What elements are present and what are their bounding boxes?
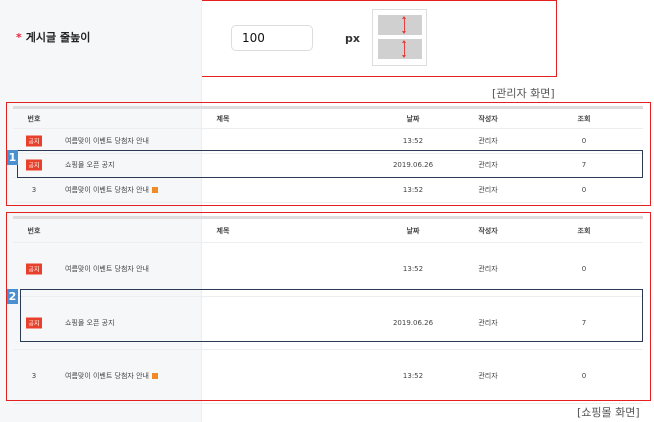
board-table: 번호 제목 날짜 작성자 조회 공지 여름맞이 이벤트 당첨자 안내 13:52 관리자 0 공지 쇼…	[13, 106, 643, 203]
post-title-link[interactable]: 여름맞이 이벤트 당첨자 안내	[65, 185, 149, 194]
line-height-setting: * 게시글 줄높이 100 px	[0, 0, 557, 422]
post-number: 3	[31, 372, 37, 381]
post-author: 관리자	[478, 265, 498, 274]
shop-board-preview: 번호 제목 날짜 작성자 조회 공지 여름맞이 이벤트 당첨자 안내 13:52 관리자 0 공지 쇼…	[6, 212, 651, 404]
post-date: 2019.06.26	[392, 161, 434, 170]
column-no: 번호	[27, 226, 41, 235]
label-text: 게시글 줄높이	[25, 31, 91, 44]
post-author: 관리자	[478, 161, 498, 170]
admin-board-preview: 번호 제목 날짜 작성자 조회 공지 여름맞이 이벤트 당첨자 안내 13:52 관리자 0 공지 쇼…	[6, 102, 651, 206]
column-date: 날짜	[406, 114, 420, 123]
post-date: 13:52	[402, 136, 424, 145]
post-author: 관리자	[478, 372, 498, 381]
post-title-link[interactable]: 쇼핑몰 오픈 공지	[65, 318, 115, 327]
post-date: 13:52	[402, 185, 424, 194]
notice-badge: 공지	[26, 135, 42, 147]
post-views: 0	[581, 185, 587, 194]
post-number: 3	[31, 185, 37, 194]
line-height-diagram-icon	[372, 9, 427, 66]
post-author: 관리자	[478, 136, 498, 145]
table-row[interactable]: 3 여름맞이 이벤트 당첨자 안내 13:52 관리자 0	[13, 178, 643, 203]
new-icon	[151, 373, 158, 380]
column-date: 날짜	[406, 226, 420, 235]
column-views: 조회	[577, 226, 591, 235]
shop-caption: [쇼핑몰 화면]	[577, 406, 640, 419]
table-header: 번호 제목 날짜 작성자 조회	[13, 109, 643, 129]
post-title-link[interactable]: 여름맞이 이벤트 당첨자 안내	[65, 136, 149, 145]
highlighted-row-outline	[20, 289, 643, 342]
board-table: 번호 제목 날짜 작성자 조회 공지 여름맞이 이벤트 당첨자 안내 13:52 관리자 0 공지 쇼…	[13, 216, 643, 404]
table-row[interactable]: 공지 여름맞이 이벤트 당첨자 안내 13:52 관리자 0	[13, 129, 643, 154]
notice-badge: 공지	[26, 263, 42, 275]
table-row[interactable]: 공지 쇼핑몰 오픈 공지 2019.06.26 관리자 7	[13, 297, 643, 350]
post-title-link[interactable]: 여름맞이 이벤트 당첨자 안내	[65, 265, 149, 274]
step-badge: 2	[7, 289, 18, 304]
post-date: 13:52	[402, 372, 424, 381]
column-no: 번호	[27, 114, 41, 123]
admin-caption: [관리자 화면]	[492, 87, 555, 100]
post-author: 관리자	[478, 185, 498, 194]
post-views: 7	[581, 318, 587, 327]
table-row[interactable]: 3 여름맞이 이벤트 당첨자 안내 13:52 관리자 0	[13, 350, 643, 404]
step-badge: 1	[7, 150, 18, 165]
column-views: 조회	[577, 114, 591, 123]
line-height-input[interactable]: 100	[231, 25, 313, 51]
unit-label: px	[345, 32, 360, 45]
post-date: 13:52	[402, 265, 424, 274]
column-author: 작성자	[478, 114, 498, 123]
label-panel	[0, 0, 202, 422]
post-date: 2019.06.26	[392, 318, 434, 327]
column-title: 제목	[216, 226, 230, 235]
required-mark: *	[16, 31, 22, 44]
post-views: 0	[581, 136, 587, 145]
post-views: 0	[581, 372, 587, 381]
post-views: 7	[581, 161, 587, 170]
notice-badge: 공지	[26, 317, 42, 329]
post-title-link[interactable]: 쇼핑몰 오픈 공지	[65, 161, 115, 170]
line-height-label: * 게시글 줄높이	[16, 29, 90, 45]
post-views: 0	[581, 265, 587, 274]
table-row[interactable]: 공지 여름맞이 이벤트 당첨자 안내 13:52 관리자 0	[13, 243, 643, 297]
post-author: 관리자	[478, 318, 498, 327]
highlighted-row-outline	[17, 150, 643, 178]
post-title-link[interactable]: 여름맞이 이벤트 당첨자 안내	[65, 372, 149, 381]
new-icon	[151, 186, 158, 193]
table-header: 번호 제목 날짜 작성자 조회	[13, 219, 643, 243]
column-author: 작성자	[478, 226, 498, 235]
notice-badge: 공지	[26, 159, 42, 171]
column-title: 제목	[216, 114, 230, 123]
